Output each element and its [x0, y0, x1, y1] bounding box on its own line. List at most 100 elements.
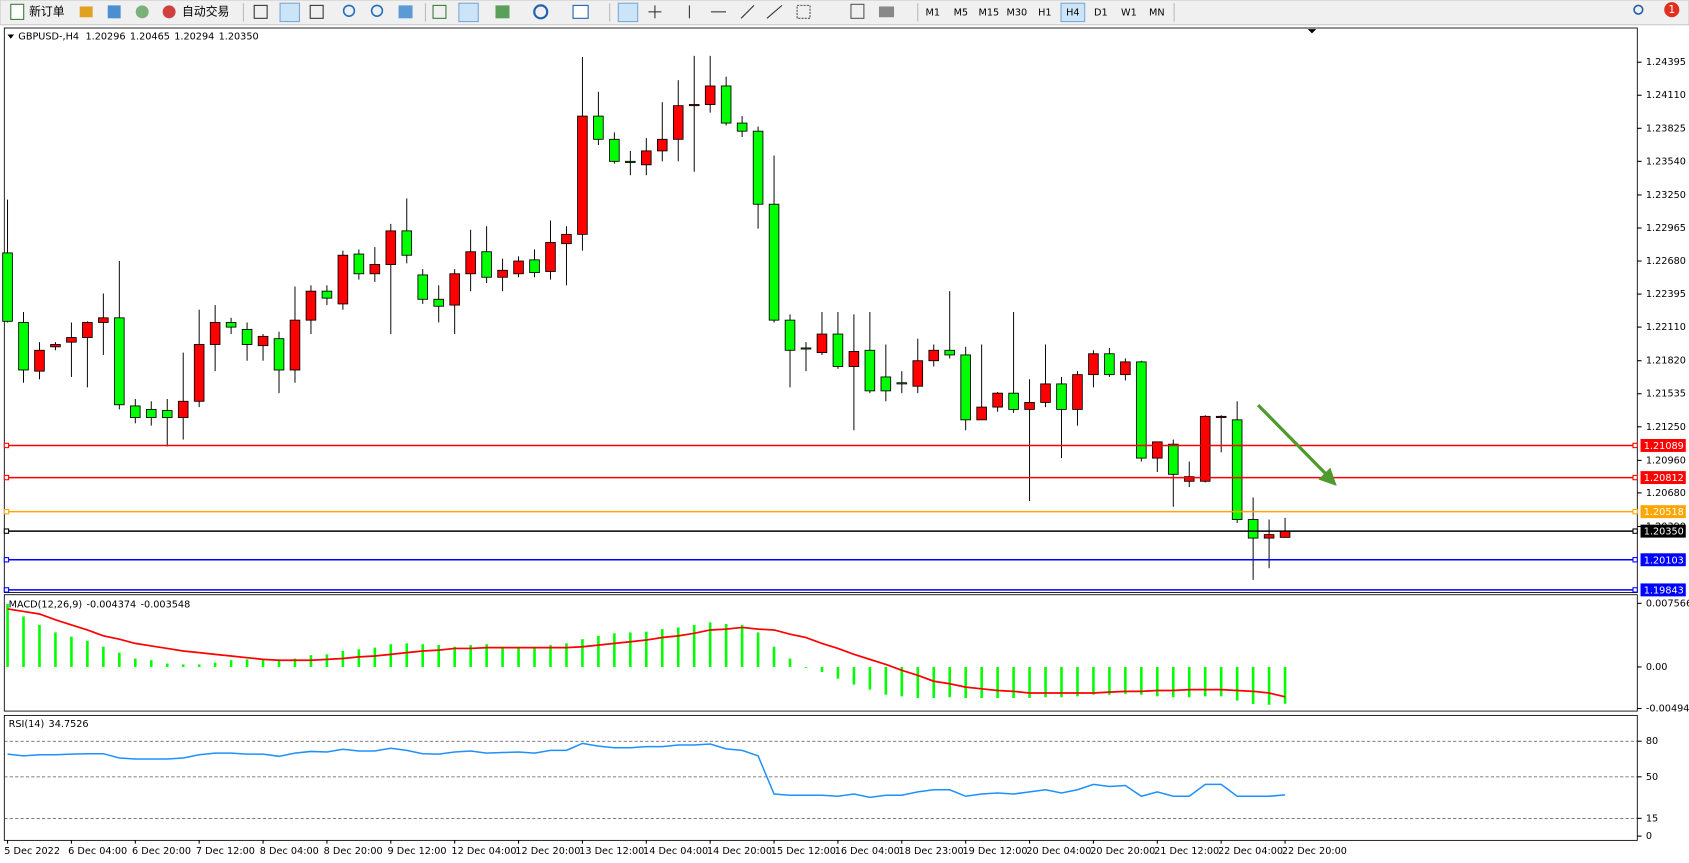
auto-trading-button[interactable]: 自动交易	[162, 4, 230, 18]
macd-bar	[357, 649, 361, 667]
timeframe-button[interactable]: M1	[926, 7, 941, 18]
timeframe-button[interactable]: H1	[1038, 7, 1051, 18]
candle-body	[864, 349, 876, 392]
y-tick-label: 1.24395	[1646, 57, 1686, 68]
search-button[interactable]	[1633, 4, 1644, 15]
candle-body	[1247, 519, 1259, 539]
icon[interactable]	[572, 4, 589, 19]
trendline-tool[interactable]	[740, 5, 755, 19]
rsi-panel	[3, 714, 1638, 841]
x-tick-label: 15 Dec 12:00	[771, 846, 836, 857]
y-tick-label: 0.00	[1646, 662, 1668, 673]
x-tick-label: 20 Dec 20:00	[1090, 846, 1155, 857]
timeframe-active[interactable]	[1060, 2, 1086, 23]
symbol-menu-marker[interactable]	[7, 34, 15, 39]
y-tick-label: 1.22110	[1646, 322, 1686, 333]
level-handle[interactable]	[3, 442, 10, 449]
level-handle[interactable]	[1632, 557, 1638, 563]
timeframe-button[interactable]: H4	[1066, 7, 1079, 18]
icon[interactable]	[432, 4, 447, 19]
candle-body	[561, 233, 572, 245]
candle-body	[497, 269, 508, 278]
y-tick-label: 1.24110	[1646, 90, 1686, 101]
icon[interactable]	[533, 4, 549, 20]
notifications[interactable]: 1	[1664, 2, 1680, 18]
candle-body	[672, 105, 684, 140]
candle-body	[832, 333, 844, 367]
y-tick-label: 1.23250	[1646, 190, 1686, 201]
level-handle[interactable]	[3, 587, 10, 593]
macd-bar	[1044, 666, 1047, 698]
timeframe-button[interactable]: MN	[1149, 7, 1165, 18]
timeframe-button[interactable]: M5	[954, 7, 969, 18]
y-tick-label: 1.20680	[1646, 488, 1686, 499]
timeframe-button[interactable]: W1	[1121, 7, 1137, 18]
candle-body	[513, 260, 524, 275]
macd-bar	[724, 624, 728, 667]
channel-tool[interactable]	[766, 4, 783, 19]
level-handle[interactable]	[1632, 474, 1638, 481]
macd-bar	[1283, 666, 1287, 704]
level-handle[interactable]	[3, 557, 10, 563]
level-handle[interactable]	[1632, 587, 1638, 593]
timeframe-button[interactable]: M30	[1007, 7, 1028, 18]
candle-body	[688, 104, 700, 107]
level-handle[interactable]	[1632, 528, 1638, 534]
candle-body	[848, 351, 860, 367]
macd-bar	[229, 660, 233, 667]
macd-bar	[70, 636, 73, 667]
icon-active[interactable]	[279, 2, 300, 23]
macd-bar	[197, 664, 201, 667]
toolbar: 新订单 自动交易 M1 M5 M15 M30 H1 H4 D1 W1 M	[0, 0, 1689, 26]
candle-body	[784, 319, 796, 351]
new-order-button[interactable]: 新订单	[10, 3, 65, 20]
candle-body	[1104, 353, 1115, 376]
macd-bar	[932, 666, 936, 699]
label-tool[interactable]	[850, 3, 865, 19]
macd-bar	[1124, 666, 1127, 694]
macd-bar	[118, 652, 121, 667]
chart-shift-marker[interactable]	[1307, 29, 1317, 34]
shapes-tool[interactable]	[878, 6, 895, 18]
candle-body	[385, 230, 397, 265]
time-axis: 5 Dec 2022 6 Dec 04:00 6 Dec 20:00 7 Dec 12…	[4, 840, 1347, 857]
level-handle[interactable]	[1632, 508, 1638, 515]
level-handle[interactable]	[1632, 442, 1638, 449]
zoom-out[interactable]	[370, 4, 384, 17]
macd-signal-line	[7, 608, 1286, 698]
y-tick-label: 0	[1646, 831, 1652, 842]
fibo-tool[interactable]	[796, 4, 811, 19]
zoom-in[interactable]	[342, 4, 356, 17]
macd-chart: 0.007566 0.00 -0.004943	[6, 598, 1689, 715]
level-label: 1.21089	[1644, 441, 1684, 452]
level-label: 1.20103	[1644, 555, 1684, 566]
icon[interactable]	[398, 5, 413, 19]
open-price: 1.20296	[85, 32, 125, 43]
macd-bar	[1187, 666, 1191, 698]
macd-bar	[453, 646, 456, 667]
x-tick-label: 12 Dec 20:00	[515, 846, 580, 857]
icon[interactable]	[253, 4, 268, 19]
icon[interactable]	[495, 5, 510, 19]
icon-active[interactable]	[458, 2, 479, 23]
icon[interactable]	[309, 4, 324, 19]
rsi-header: RSI(14) 34.7526	[9, 719, 89, 730]
icon[interactable]	[135, 5, 149, 19]
candle-body	[880, 376, 892, 392]
cursor-tool[interactable]	[617, 2, 639, 23]
level-handle[interactable]	[3, 474, 10, 481]
candle-body	[1008, 392, 1019, 410]
timeframe-button[interactable]: D1	[1094, 7, 1108, 18]
level-label-bg	[1640, 553, 1686, 567]
level-label: 1.20812	[1644, 473, 1684, 484]
macd-bar	[565, 643, 568, 667]
timeframe-button[interactable]: M15	[978, 7, 999, 18]
macd-bar	[405, 643, 409, 667]
candle-body	[34, 349, 45, 372]
level-handle[interactable]	[3, 528, 10, 534]
icon[interactable]	[107, 5, 121, 19]
icon[interactable]	[79, 6, 93, 18]
level-handle[interactable]	[3, 508, 10, 515]
